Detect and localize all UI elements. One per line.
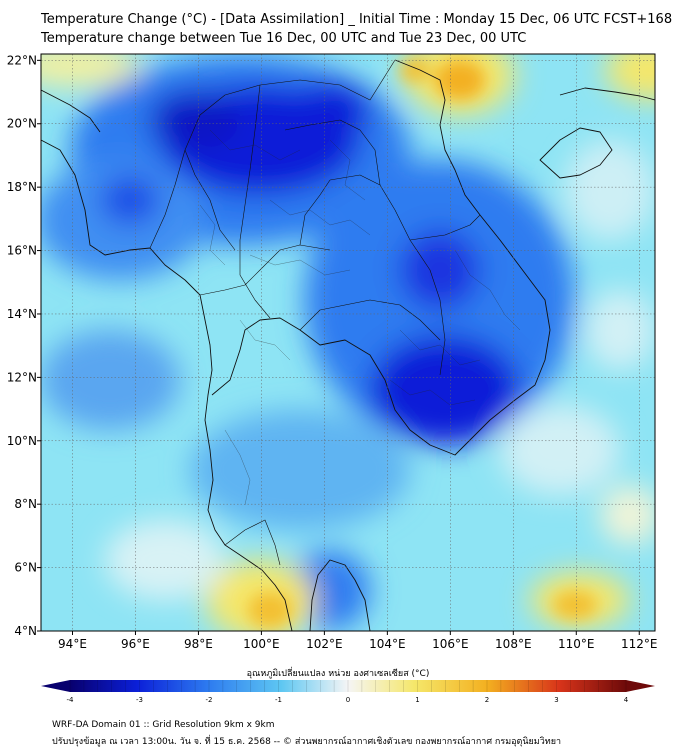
x-tick-label: 94°E: [58, 637, 87, 651]
graticule: [41, 54, 655, 631]
latitude-axis: 4°N 6°N 8°N 10°N 12°N 14°N 16°N 18°N 20°N 22°N: [7, 53, 41, 638]
colorbar-tick-label: -3: [136, 696, 143, 704]
x-tick-label: 104°E: [369, 637, 406, 651]
x-tick-label: 102°E: [306, 637, 343, 651]
x-tick-label: 112°E: [621, 637, 658, 651]
x-tick-label: 106°E: [432, 637, 469, 651]
footer-model-info: WRF-DA Domain 01 :: Grid Resolution 9km …: [52, 720, 275, 730]
chart-subtitle: Temperature change between Tue 16 Dec, 0…: [41, 31, 527, 46]
y-tick-label: 22°N: [7, 53, 37, 67]
y-tick-label: 12°N: [7, 370, 37, 384]
y-tick-label: 4°N: [14, 624, 37, 638]
longitude-axis: 94°E 96°E 98°E 100°E 102°E 104°E 106°E 108°E 110…: [58, 631, 658, 651]
x-tick-label: 98°E: [184, 637, 213, 651]
y-tick-label: 20°N: [7, 117, 37, 131]
colorbar-tick-label: 0: [346, 696, 350, 704]
colorbar-title: อุณหภูมิเปลี่ยนแปลง หน่วย องศาเซลเซียส (…: [246, 669, 430, 679]
y-tick-label: 10°N: [7, 434, 37, 448]
colorbar-tick-label: 3: [554, 696, 558, 704]
colorbar-tick-label: 2: [485, 696, 489, 704]
province-lines: [199, 129, 521, 506]
colorbar-tick-label: 4: [624, 696, 629, 704]
colorbar-tick-label: -1: [275, 696, 282, 704]
footer-update-info: ปรับปรุงข้อมูล ณ เวลา 13:00น. วัน จ. ที่…: [52, 737, 562, 747]
colorbar-tick-label: -2: [206, 696, 213, 704]
x-tick-label: 110°E: [558, 637, 595, 651]
y-tick-label: 6°N: [14, 561, 37, 575]
x-tick-label: 100°E: [243, 637, 280, 651]
x-tick-label: 108°E: [495, 637, 532, 651]
country-borders: [149, 59, 481, 566]
x-tick-label: 96°E: [121, 637, 150, 651]
chart-title: Temperature Change (°C) - [Data Assimila…: [41, 12, 673, 27]
y-tick-label: 18°N: [7, 180, 37, 194]
coastlines: [41, 59, 655, 631]
colorbar-tick-label: 1: [415, 696, 419, 704]
y-tick-label: 16°N: [7, 244, 37, 258]
colorbar-tick-label: -4: [67, 696, 75, 704]
temperature-field: [41, 54, 655, 631]
colorbar-segments: [69, 680, 627, 692]
colorbar: -4 -3 -2 -1 0 1 2 3 4: [41, 680, 655, 704]
colorbar-lower-extend: [41, 680, 70, 692]
plot-frame: [40, 53, 656, 632]
colorbar-upper-extend: [626, 680, 655, 692]
colorbar-ticks: -4 -3 -2 -1 0 1 2 3 4: [67, 696, 629, 704]
colorbar-body: [70, 680, 626, 692]
y-tick-label: 8°N: [14, 497, 37, 511]
y-tick-label: 14°N: [7, 307, 37, 321]
